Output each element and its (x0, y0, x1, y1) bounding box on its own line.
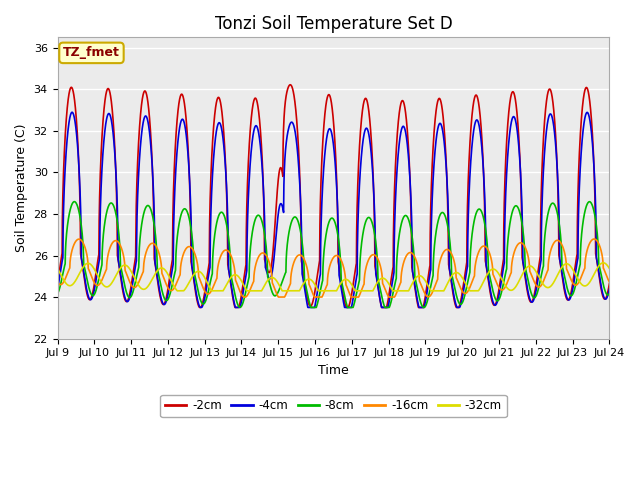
-2cm (287, 82, 294, 88)
-16cm (315, 294, 323, 300)
-32cm (173, 288, 181, 294)
Line: -4cm: -4cm (58, 112, 609, 308)
Legend: -2cm, -4cm, -8cm, -16cm, -32cm: -2cm, -4cm, -8cm, -16cm, -32cm (160, 395, 507, 417)
-32cm (473, 288, 481, 294)
-16cm (241, 294, 249, 300)
-16cm (582, 252, 590, 257)
-32cm (575, 278, 583, 284)
Line: -2cm: -2cm (58, 85, 609, 308)
Text: TZ_fmet: TZ_fmet (63, 47, 120, 60)
-2cm (473, 93, 481, 98)
-8cm (605, 291, 613, 297)
-32cm (241, 285, 249, 291)
-2cm (315, 262, 323, 268)
-2cm (54, 281, 61, 287)
-32cm (457, 273, 465, 279)
-16cm (590, 236, 598, 242)
Line: -8cm: -8cm (58, 202, 609, 308)
-2cm (457, 297, 465, 302)
-16cm (240, 294, 248, 300)
-8cm (315, 295, 323, 300)
-4cm (582, 110, 590, 116)
-2cm (605, 281, 613, 287)
-8cm (70, 199, 78, 204)
-16cm (473, 256, 481, 262)
X-axis label: Time: Time (318, 364, 349, 377)
-8cm (241, 292, 249, 298)
Line: -16cm: -16cm (58, 239, 609, 297)
-2cm (241, 267, 249, 273)
Line: -32cm: -32cm (58, 263, 609, 291)
-8cm (457, 301, 465, 307)
-4cm (315, 280, 323, 286)
-32cm (600, 260, 607, 265)
-32cm (54, 265, 61, 271)
-8cm (473, 209, 481, 215)
-16cm (457, 286, 465, 292)
-4cm (457, 300, 465, 306)
-32cm (582, 283, 590, 288)
Title: Tonzi Soil Temperature Set D: Tonzi Soil Temperature Set D (214, 15, 452, 33)
-32cm (315, 288, 323, 294)
-2cm (575, 148, 583, 154)
-2cm (196, 305, 204, 311)
-16cm (575, 278, 583, 284)
-4cm (54, 286, 61, 292)
-8cm (582, 204, 590, 209)
-2cm (582, 84, 590, 90)
-4cm (575, 181, 583, 187)
-4cm (473, 117, 481, 123)
-8cm (575, 264, 583, 270)
Y-axis label: Soil Temperature (C): Soil Temperature (C) (15, 124, 28, 252)
-32cm (605, 265, 613, 271)
-4cm (605, 286, 613, 292)
-8cm (307, 305, 315, 311)
-4cm (68, 109, 76, 115)
-16cm (605, 279, 613, 285)
-4cm (196, 305, 204, 311)
-16cm (54, 279, 61, 285)
-8cm (54, 291, 61, 297)
-4cm (241, 276, 249, 282)
